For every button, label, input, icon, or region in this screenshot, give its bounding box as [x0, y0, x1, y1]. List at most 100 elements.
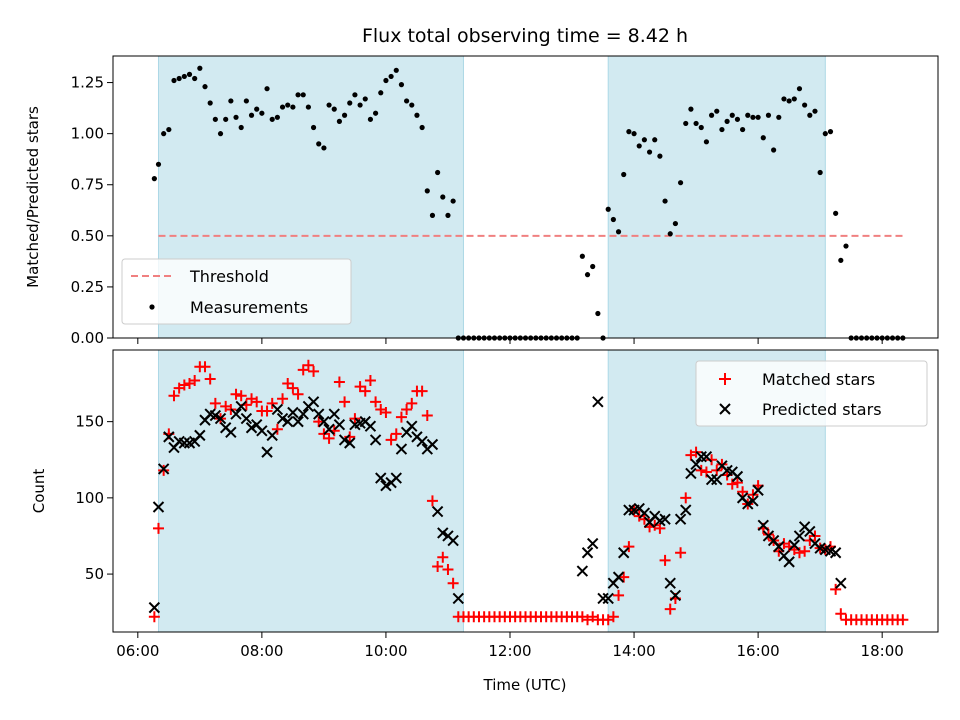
measurement-point [238, 124, 244, 131]
measurement-point [771, 147, 777, 153]
predicted-stars-point [664, 577, 676, 589]
predicted-stars-point [623, 504, 635, 516]
predicted-stars-point [152, 501, 165, 513]
predicted-stars-point [829, 547, 842, 559]
predicted-stars-point [406, 420, 418, 432]
measurement-point [755, 114, 761, 120]
measurement-point [305, 104, 311, 110]
count-panel-shading [157, 349, 826, 633]
measurement-point [233, 114, 239, 120]
predicted-stars-point [711, 473, 723, 486]
predicted-stars-point [148, 601, 161, 614]
y-tick-label: 0.75 [71, 176, 104, 194]
count-legend-box [695, 360, 928, 427]
measurement-point [610, 216, 616, 223]
predicted-stars-point [390, 472, 402, 484]
predicted-stars-point [690, 458, 702, 471]
measurement-point [450, 198, 456, 204]
measurement-point [341, 112, 348, 118]
measurement-point [791, 96, 797, 102]
matched-stars-point [654, 522, 666, 534]
predicted-stars-point [369, 434, 382, 446]
matched-stars-point [437, 551, 449, 563]
predicted-stars-point [788, 539, 801, 551]
predicted-stars-point [344, 437, 356, 449]
measurement-point [192, 75, 198, 82]
y-tick-label: 1.00 [71, 125, 104, 143]
matched-stars-point [401, 403, 413, 415]
measurement-point [248, 112, 255, 118]
matched-stars-point [308, 365, 320, 377]
count-legend: Matched stars Predicted stars [695, 360, 928, 427]
measurement-point [331, 106, 337, 112]
predicted-stars-point [618, 547, 630, 559]
predicted-stars-point [282, 415, 294, 428]
measurement-point [161, 131, 167, 137]
matched-stars-point [266, 397, 278, 409]
predicted-stars-point [163, 431, 175, 443]
measurement-point [186, 71, 193, 77]
measurement-point [383, 77, 389, 84]
predicted-stars-point [297, 408, 309, 420]
measurement-point [760, 135, 766, 141]
predicted-stars-point [742, 498, 754, 510]
predicted-stars-point [178, 437, 191, 449]
predicted-stars-point [313, 408, 325, 420]
measurement-point [166, 126, 172, 133]
matched-stars-point [148, 611, 160, 623]
predicted-stars-point [380, 479, 392, 492]
matched-stars-point [359, 385, 371, 397]
measurement-point [843, 243, 849, 249]
predicted-stars-point [338, 434, 351, 446]
measurement-point [440, 194, 446, 200]
predicted-stars-point [804, 525, 816, 538]
predicted-stars-point [209, 409, 222, 422]
measurement-point [827, 129, 834, 135]
matched-stars-point [897, 614, 909, 626]
shaded-interval-1 [157, 349, 464, 633]
predicted-stars-point [292, 415, 304, 428]
measurement-point [429, 212, 436, 218]
matched-stars-point [152, 522, 164, 534]
measurement-point [414, 112, 420, 118]
predicted-stars-point [276, 412, 289, 425]
matched-stars-point [277, 393, 289, 405]
measurement-point [398, 82, 405, 88]
measurement-point [197, 65, 203, 71]
y-tick-label: 0.00 [71, 329, 104, 347]
predicted-stars-point [773, 540, 785, 553]
predicted-stars-point [437, 527, 449, 539]
measurement-point [285, 102, 291, 108]
matched-stars-point [292, 388, 304, 400]
predicted-stars-point [426, 438, 439, 451]
measurement-point [393, 67, 399, 73]
legend-measurements-label: Measurements [190, 298, 308, 317]
predicted-stars-point [685, 467, 697, 480]
measurement-point [176, 75, 182, 82]
predicted-stars-point [576, 565, 589, 577]
matched-stars-point [416, 385, 428, 397]
x-axis-label: Time (UTC) [483, 676, 567, 694]
y-tick-label: 0.25 [71, 278, 104, 296]
predicted-stars-point [586, 537, 599, 550]
predicted-stars-point [256, 425, 268, 437]
measurement-point [807, 112, 813, 118]
measurement-point [708, 112, 715, 118]
legend-matched-label: Matched stars [762, 370, 875, 389]
measurement-point [357, 102, 363, 108]
x-tick-label: 14:00 [612, 642, 655, 660]
ratio-x-axis-ticks [137, 338, 883, 344]
ratio-panel: 0.00 0.25 0.50 0.75 1.00 1.25 Matched/Predict… [24, 55, 939, 347]
predicted-stars-point [318, 415, 330, 428]
matched-stars-point [313, 416, 325, 428]
measurement-point [445, 212, 451, 218]
measurement-point [171, 77, 177, 84]
predicted-stars-point [323, 423, 335, 435]
measurement-point [621, 171, 627, 178]
predicted-stars-point [395, 443, 408, 455]
matched-stars-point [638, 513, 650, 525]
matched-stars-point [659, 554, 671, 566]
measurement-point [719, 126, 725, 133]
measurement-point [347, 100, 353, 106]
matched-stars-point [406, 397, 418, 409]
